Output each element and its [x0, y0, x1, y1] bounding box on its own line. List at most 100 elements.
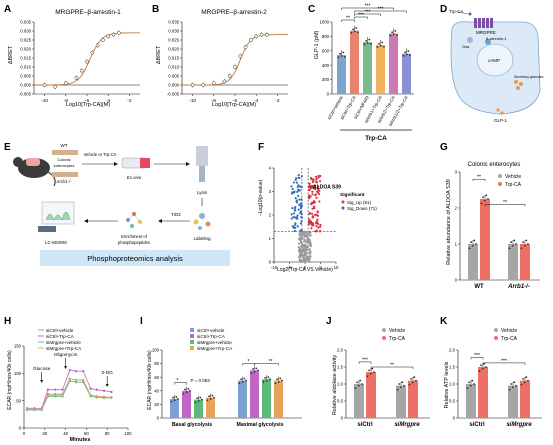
- y-tick-label: 2: [269, 213, 272, 218]
- volcano-point: [308, 252, 312, 256]
- data-point: [373, 371, 375, 373]
- injection-label: Oligomycin: [54, 352, 78, 358]
- mass-spec-icon: [38, 201, 75, 232]
- data-point: [259, 32, 264, 37]
- legend-label: siCtrl+vehicle: [197, 328, 225, 333]
- volcano-point: [302, 232, 305, 235]
- y-tick-label: 0.000: [20, 83, 31, 88]
- significance-bracket: [174, 382, 187, 385]
- data-point: [513, 381, 516, 384]
- legend-swatch: [190, 340, 194, 344]
- lcms-label: LC-MS/MS: [45, 240, 67, 245]
- data-point: [243, 45, 248, 50]
- significance-label: **: [269, 359, 273, 365]
- arrow-head-icon: [186, 162, 190, 166]
- legend-swatch: [498, 182, 502, 186]
- volcano-point: [301, 256, 304, 259]
- x-tick-label: -10: [271, 265, 278, 270]
- hit-label: ALDOA S39: [313, 184, 341, 190]
- volcano-point-up: [314, 194, 317, 197]
- homogenizer-icon: [196, 146, 208, 182]
- bar: [480, 199, 490, 280]
- volcano-point: [300, 244, 303, 248]
- y-axis-label: ΔBRET: [156, 45, 162, 64]
- arrow-head-icon: [40, 380, 44, 383]
- y-tick-label: 2.0: [337, 348, 344, 353]
- volcano-point: [298, 254, 301, 257]
- data-point: [398, 383, 400, 385]
- volcano-point-up: [317, 176, 320, 179]
- volcano-point-up: [313, 207, 316, 210]
- panel-letter: I: [140, 316, 143, 327]
- y-tick-label: 0.030: [20, 29, 31, 34]
- y-tick-label: -0.005: [19, 92, 32, 97]
- data-point: [249, 38, 253, 42]
- volcano-point: [305, 249, 308, 252]
- x-tick-label: 0: [304, 265, 307, 270]
- data-point: [185, 391, 188, 394]
- lysis-label: Lysis: [197, 190, 208, 195]
- data-point: [403, 384, 405, 387]
- x-tick-label: -2: [127, 98, 132, 104]
- data-point: [339, 52, 341, 55]
- significance-label: ***: [378, 7, 384, 13]
- volcano-point-up: [316, 214, 319, 217]
- arrow-head-icon: [84, 219, 88, 223]
- series-line: [27, 378, 112, 410]
- bar: [238, 380, 247, 418]
- legend-label: siMrgpre+vehicle: [197, 340, 232, 345]
- receptor-icon: [474, 18, 493, 28]
- data-point: [405, 53, 408, 56]
- panel-f: F −Log10(p-value) Log2(Trp-CA VS Vehicle…: [258, 142, 377, 273]
- data-point: [513, 239, 516, 242]
- bar: [468, 244, 478, 280]
- volcano-point-down: [294, 223, 297, 226]
- y-tick-label: 0.015: [20, 56, 31, 61]
- volcano-point: [301, 243, 304, 246]
- volcano-point: [303, 260, 306, 263]
- group-label: Arrb1-/-: [507, 284, 530, 290]
- y-tick-label: 0: [341, 416, 344, 421]
- y-tick-label: 1000: [319, 20, 329, 25]
- volcano-point-up: [318, 189, 321, 192]
- volcano-point-up: [314, 230, 317, 233]
- significance-bracket: [484, 204, 526, 207]
- data-point: [265, 379, 268, 382]
- data-point: [402, 54, 405, 57]
- data-point: [515, 384, 517, 387]
- data-point: [253, 370, 256, 373]
- panel-letter: K: [440, 316, 448, 327]
- data-point: [510, 383, 512, 385]
- data-point: [74, 75, 79, 80]
- bar: [508, 244, 518, 280]
- barrestin-label: β-arrestin-1: [486, 36, 507, 41]
- significance-bracket: [470, 357, 484, 360]
- y-tick-label: 0: [453, 416, 456, 421]
- data-point: [199, 396, 202, 399]
- volcano-point-down: [291, 187, 294, 191]
- volcano-point: [299, 239, 302, 242]
- volcano-point-up: [314, 187, 317, 191]
- data-point: [470, 241, 472, 244]
- labeling-icon: [193, 213, 211, 230]
- volcano-point-up: [309, 222, 312, 225]
- volcano-point: [307, 232, 310, 235]
- volcano-point: [301, 250, 305, 253]
- legend-swatch: [494, 336, 498, 340]
- bar: [337, 55, 346, 94]
- volcano-point-up: [313, 184, 317, 187]
- volcano-point-up: [308, 182, 311, 185]
- panel-h: H ECAR (mpH/min/40k cells) Minutes: [4, 316, 90, 443]
- x-tick-label: -10: [189, 98, 196, 104]
- ligand-icon: [457, 11, 472, 16]
- series-point: [74, 380, 78, 384]
- data-point: [508, 388, 511, 391]
- series-point: [33, 408, 36, 411]
- data-point: [197, 400, 200, 402]
- panel-letter: H: [4, 316, 11, 327]
- legend-label: Vehicle: [501, 328, 517, 334]
- mouse-icon: [13, 157, 56, 187]
- data-point: [243, 377, 246, 380]
- bar: [350, 30, 359, 94]
- volcano-point: [307, 255, 311, 258]
